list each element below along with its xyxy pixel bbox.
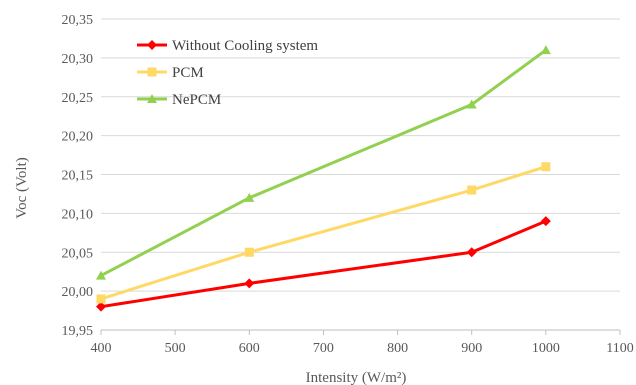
x-tick-label: 1100	[606, 341, 633, 356]
data-point	[244, 247, 254, 257]
data-point	[244, 278, 255, 289]
legend-item: Without Cooling system	[137, 38, 318, 54]
data-point	[541, 162, 551, 172]
series-line	[100, 165, 547, 301]
y-tick-label: 20,15	[62, 169, 94, 184]
x-tick-label: 800	[387, 341, 408, 356]
legend-item: PCM	[137, 65, 204, 81]
series-2	[96, 45, 551, 280]
legend-marker	[147, 94, 157, 103]
data-point	[244, 192, 255, 202]
data-point	[466, 99, 477, 109]
data-point	[96, 270, 106, 280]
y-tick-label: 20,35	[62, 13, 94, 28]
legend: Without Cooling system PCM NePCM	[137, 38, 318, 108]
x-tick-label: 600	[239, 341, 260, 356]
x-tick-label: 900	[461, 341, 482, 356]
series-group	[96, 45, 551, 312]
data-point	[96, 301, 106, 312]
y-tick-label: 20,00	[62, 285, 94, 300]
y-tick-label: 20,05	[62, 246, 94, 261]
gridlines	[101, 18, 620, 292]
data-point	[466, 247, 477, 258]
x-axis-title: Intensity (W/m²)	[306, 370, 407, 385]
legend-marker	[147, 40, 157, 50]
y-tick-label: 20,30	[62, 52, 94, 67]
series-line	[100, 219, 547, 309]
x-tick-label: 700	[313, 341, 334, 356]
legend-label: Without Cooling system	[172, 38, 318, 54]
axes: 19,95 20,00 20,05 20,10 20,15 20,20 20,25 20,30…	[62, 13, 634, 356]
series-0	[96, 216, 551, 312]
y-tick-label: 19,95	[62, 324, 94, 339]
legend-item: NePCM	[137, 92, 221, 108]
x-tick-label: 400	[91, 341, 112, 356]
y-tick-label: 20,20	[62, 130, 94, 145]
legend-label: NePCM	[172, 92, 221, 108]
data-point	[467, 185, 477, 195]
y-axis-title: Voc (Volt)	[14, 157, 30, 219]
x-tick-label: 1000	[532, 341, 560, 356]
legend-label: PCM	[172, 65, 204, 81]
y-tick-label: 20,25	[62, 91, 94, 106]
data-point	[540, 216, 551, 227]
series-1	[96, 162, 551, 304]
legend-marker	[147, 67, 157, 77]
series-line	[100, 48, 547, 277]
data-point	[96, 294, 106, 304]
data-point	[540, 45, 551, 55]
y-tick-label: 20,10	[62, 207, 94, 222]
x-tick-label: 500	[165, 341, 186, 356]
